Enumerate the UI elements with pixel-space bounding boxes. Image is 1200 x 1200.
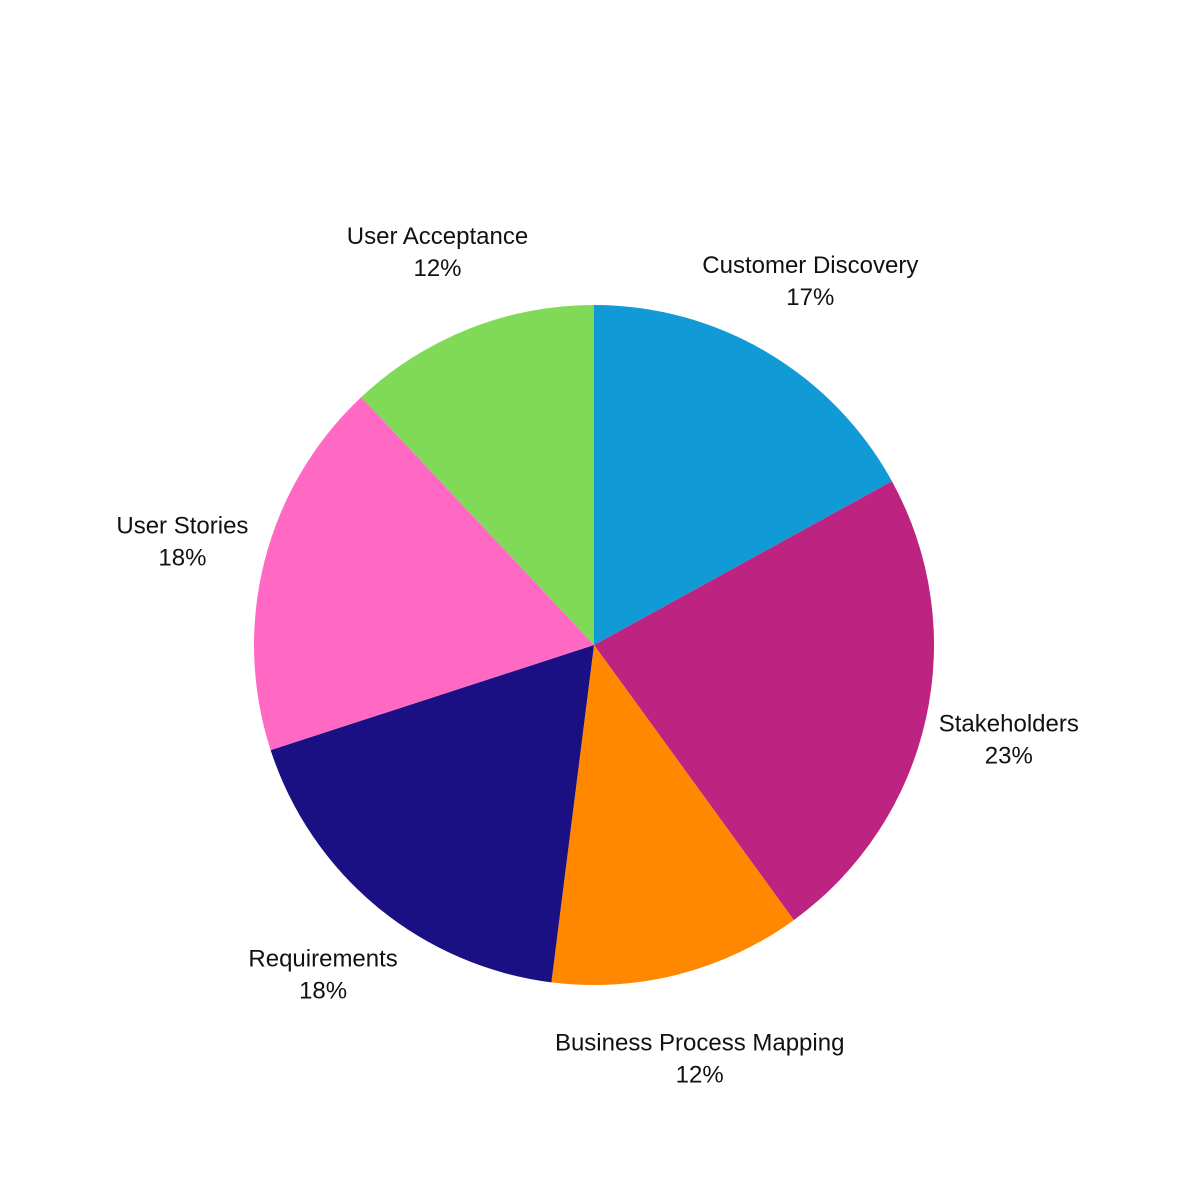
slice-label-business-process-mapping: Business Process Mapping 12%: [555, 1030, 844, 1089]
slice-user-acceptance: [361, 305, 594, 645]
slice-percent: 17%: [786, 284, 834, 311]
slice-label-requirements: Requirements 18%: [248, 946, 397, 1005]
slice-label-stakeholders: Stakeholders 23%: [939, 711, 1079, 770]
slice-customer-discovery: [594, 305, 892, 645]
slice-label-customer-discovery: Customer Discovery 17%: [702, 252, 918, 311]
slice-percent: 12%: [413, 255, 461, 282]
slice-name: Customer Discovery: [702, 252, 918, 279]
slice-name: Business Process Mapping: [555, 1030, 844, 1057]
slice-stakeholders: [594, 481, 935, 921]
slice-business-process-mapping: [551, 645, 794, 986]
slice-percent: 23%: [985, 743, 1033, 770]
slice-name: User Stories: [116, 512, 248, 539]
slice-percent: 12%: [676, 1062, 724, 1089]
slice-requirements: [270, 645, 594, 983]
slice-name: User Acceptance: [347, 223, 528, 250]
slice-name: Requirements: [248, 946, 397, 973]
slice-user-stories: [253, 397, 594, 751]
slice-label-user-stories: User Stories 18%: [116, 512, 248, 571]
slice-percent: 18%: [158, 544, 206, 571]
pie-slices: [253, 305, 935, 986]
slice-percent: 18%: [299, 978, 347, 1005]
slice-labels: Customer Discovery 17% Stakeholders 23% Busi…: [116, 223, 1078, 1089]
slice-name: Stakeholders: [939, 711, 1079, 738]
slice-label-user-acceptance: User Acceptance 12%: [347, 223, 528, 282]
